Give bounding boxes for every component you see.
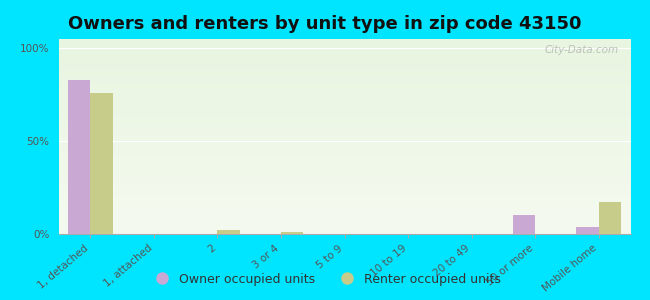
Bar: [68, 80, 90, 234]
Legend: Owner occupied units, Renter occupied units: Owner occupied units, Renter occupied un…: [144, 268, 506, 291]
Bar: [577, 226, 599, 234]
Bar: [599, 202, 621, 234]
Text: Owners and renters by unit type in zip code 43150: Owners and renters by unit type in zip c…: [68, 15, 582, 33]
Bar: [90, 93, 112, 234]
Bar: [513, 215, 535, 234]
Text: City-Data.com: City-Data.com: [545, 45, 619, 55]
Bar: [217, 230, 240, 234]
Bar: [281, 232, 303, 234]
